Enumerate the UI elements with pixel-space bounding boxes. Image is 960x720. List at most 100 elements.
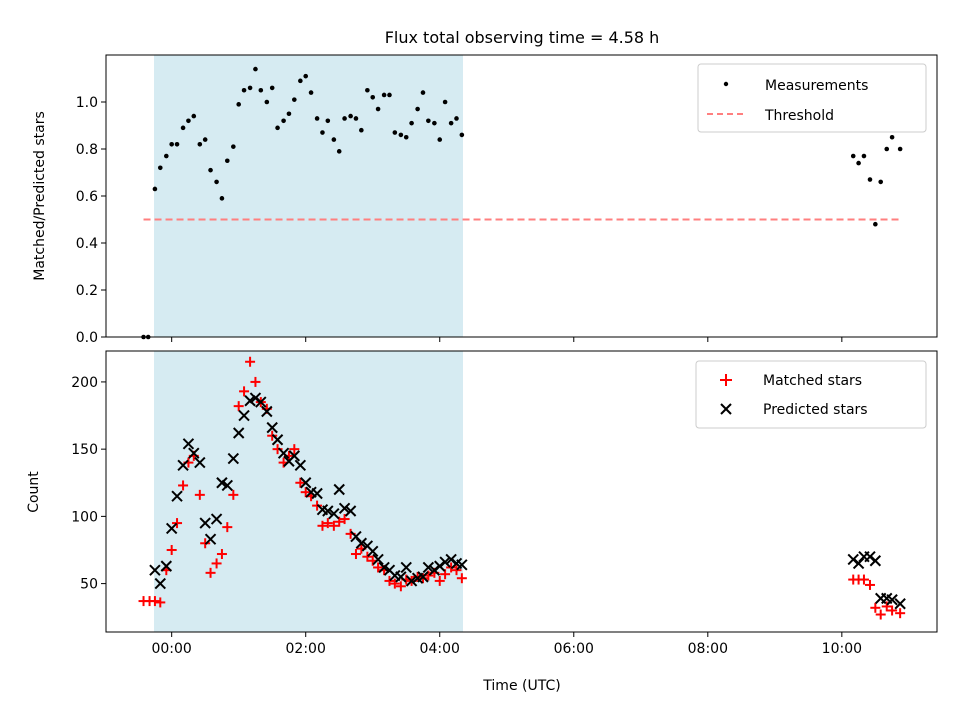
chart-title: Flux total observing time = 4.58 h: [385, 28, 660, 47]
matched-point: [211, 558, 222, 569]
matched-point: [166, 544, 177, 555]
measurement-point: [448, 120, 454, 126]
predicted-point: [227, 452, 240, 465]
matched-point: [149, 596, 160, 607]
matched-point: [322, 518, 333, 529]
predicted-point: [344, 505, 357, 517]
legend-measurements-marker: [723, 81, 729, 87]
predicted-point: [338, 502, 351, 515]
measurement-point: [897, 146, 903, 152]
matched-point: [216, 549, 227, 560]
measurement-point: [387, 92, 392, 98]
predicted-point: [182, 438, 195, 450]
predicted-point: [204, 533, 217, 545]
predicted-point: [232, 427, 245, 439]
measurement-point: [325, 118, 331, 124]
predicted-point: [456, 559, 468, 571]
predicted-point: [277, 447, 290, 459]
measurement-point: [180, 125, 186, 131]
matched-point: [172, 518, 183, 529]
predicted-point: [255, 396, 267, 408]
measurement-point: [275, 125, 280, 131]
predicted-point: [333, 483, 345, 496]
top-legend: Measurements Threshold: [697, 63, 927, 133]
measurement-point: [403, 134, 409, 140]
matched-point: [250, 376, 261, 387]
predicted-point: [177, 459, 189, 471]
predicted-point: [165, 522, 178, 535]
measurement-point: [264, 99, 270, 105]
measurement-point: [856, 160, 861, 166]
measurement-point: [415, 106, 420, 112]
measurement-point: [298, 78, 303, 84]
measurement-point: [437, 137, 443, 142]
predicted-point: [171, 490, 183, 502]
measurement-point: [219, 196, 225, 201]
predicted-point: [422, 561, 435, 574]
bottom-axes-frame: [105, 350, 938, 633]
measurement-point: [164, 153, 169, 159]
measurement-point: [459, 132, 465, 138]
measurement-point: [174, 142, 180, 147]
measurement-point: [269, 85, 275, 91]
measurement-point: [152, 186, 158, 192]
matched-point: [233, 401, 244, 412]
measurement-point: [331, 137, 337, 142]
predicted-point: [439, 556, 451, 568]
top-night-band: [154, 55, 463, 337]
predicted-point: [294, 459, 307, 471]
matched-point: [451, 565, 462, 576]
predicted-point: [160, 560, 173, 572]
matched-point: [300, 487, 311, 498]
matched-point: [870, 602, 881, 613]
measurement-point: [432, 120, 437, 126]
measurement-point: [884, 146, 890, 152]
top-x-axis: [171, 337, 843, 342]
measurement-point: [409, 120, 414, 126]
predicted-point: [199, 517, 211, 529]
predicted-point: [372, 553, 384, 566]
predicted-point: [221, 479, 234, 492]
predicted-point: [266, 421, 278, 434]
measurement-point: [157, 165, 163, 171]
bottom-x-tick-label: 10:00: [822, 641, 862, 657]
matched-point: [887, 605, 898, 616]
bottom-x-tick-label: 02:00: [286, 641, 326, 657]
measurement-point: [442, 99, 448, 105]
matched-point: [434, 575, 445, 586]
predicted-point: [210, 513, 223, 525]
bottom-x-tick-label: 04:00: [420, 641, 460, 657]
measurement-point: [454, 116, 459, 121]
matched-point: [864, 579, 875, 590]
predicted-point: [328, 507, 340, 520]
measurement-point: [292, 97, 297, 102]
measurement-point: [308, 90, 314, 95]
top-panel: 0.0 0.2 0.4 0.6 0.8 1.0 Matched/Predicted sta…: [32, 54, 938, 346]
legend-predicted-marker: [720, 403, 732, 415]
measurement-point: [889, 134, 895, 140]
measurement-point: [247, 85, 253, 91]
measurement-point: [342, 116, 347, 121]
bottom-x-tick-label: 06:00: [554, 641, 594, 657]
predicted-point: [395, 571, 407, 583]
measurement-point: [375, 106, 381, 112]
measurement-point: [314, 116, 320, 121]
measurement-point: [398, 132, 404, 138]
bottom-y-axis: 50 100 150 200: [71, 375, 106, 593]
x-axis-label: Time (UTC): [482, 678, 560, 694]
predicted-point: [405, 575, 418, 587]
predicted-point: [322, 505, 334, 517]
predicted-point: [154, 577, 166, 590]
measurement-point: [202, 137, 208, 142]
bottom-x-tick-label: 08:00: [688, 641, 728, 657]
matched-point: [440, 569, 451, 580]
bottom-y-axis-label: Count: [26, 471, 42, 513]
matched-point: [395, 581, 406, 592]
top-y-tick-label: 0.0: [76, 330, 98, 346]
measurement-point: [214, 179, 219, 185]
top-y-tick-label: 1.0: [76, 95, 98, 111]
matched-point: [339, 514, 350, 525]
top-y-axis: 0.0 0.2 0.4 0.6 0.8 1.0: [76, 95, 106, 346]
legend-threshold-label: Threshold: [764, 108, 834, 124]
measurement-point: [861, 153, 867, 159]
